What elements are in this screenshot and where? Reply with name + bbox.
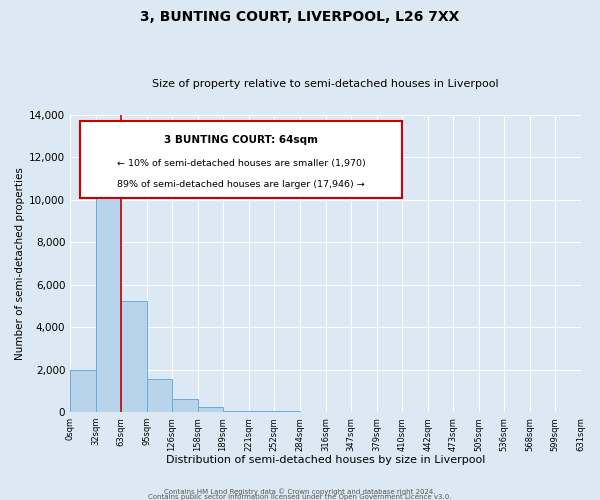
Bar (70, 370, 96, 412)
Bar (121, 300, 147, 412)
Title: Size of property relative to semi-detached houses in Liverpool: Size of property relative to semi-detach… (152, 79, 499, 89)
Text: 3, BUNTING COURT, LIVERPOOL, L26 7XX: 3, BUNTING COURT, LIVERPOOL, L26 7XX (140, 10, 460, 24)
Bar (172, 398, 198, 412)
Bar (249, 411, 274, 412)
Text: Contains public sector information licensed under the Open Government Licence v3: Contains public sector information licen… (148, 494, 452, 500)
Bar (198, 407, 223, 412)
Y-axis label: Number of semi-detached properties: Number of semi-detached properties (15, 167, 25, 360)
Text: Contains HM Land Registry data © Crown copyright and database right 2024.: Contains HM Land Registry data © Crown c… (164, 488, 436, 495)
Bar (223, 410, 249, 412)
X-axis label: Distribution of semi-detached houses by size in Liverpool: Distribution of semi-detached houses by … (166, 455, 485, 465)
Bar (96, 196, 121, 412)
Bar (147, 378, 172, 412)
